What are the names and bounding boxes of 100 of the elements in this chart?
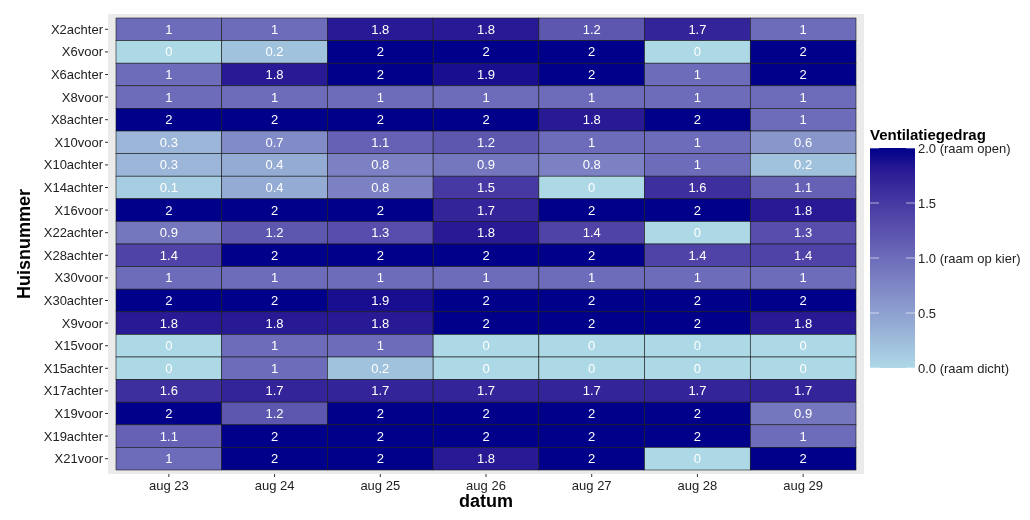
data-label: 0.9 [794, 406, 813, 422]
x-tick-label: aug 25 [360, 478, 401, 493]
data-label: 1 [693, 67, 702, 83]
data-label: 1.8 [476, 225, 496, 241]
data-label: 1.4 [159, 247, 178, 263]
data-label: 0 [588, 180, 596, 196]
data-label: 2 [270, 247, 279, 263]
data-label: 1.8 [476, 451, 496, 467]
data-label: 0 [693, 360, 702, 376]
data-label: 1 [693, 157, 702, 173]
data-label: 1 [482, 270, 490, 286]
data-label: 0.3 [159, 157, 178, 173]
data-label: 2 [588, 67, 596, 83]
x-tick-label: aug 28 [677, 478, 718, 493]
data-label: 2 [693, 428, 702, 444]
data-label: 0.4 [265, 180, 284, 196]
data-label: 2 [799, 44, 807, 60]
y-tick-label: X8achter [50, 112, 104, 128]
data-label: 2 [270, 293, 279, 309]
y-tick-label: X19achter [43, 428, 104, 444]
data-label: 0.2 [371, 360, 390, 376]
color-bar-label: 1.5 [918, 195, 937, 211]
data-label: 1 [693, 89, 702, 105]
data-label: 0.4 [265, 157, 284, 173]
x-tick-label: aug 24 [254, 478, 295, 493]
data-label: 1.7 [476, 383, 496, 399]
data-label: 2 [588, 315, 596, 331]
data-label: 1.4 [794, 247, 813, 263]
data-label: 1 [588, 134, 596, 150]
data-label: 2 [482, 293, 490, 309]
data-label: 0.8 [371, 180, 390, 196]
data-label: 2 [376, 451, 384, 467]
data-label: 2 [270, 428, 279, 444]
data-label: 1.8 [371, 315, 390, 331]
data-label: 1.8 [476, 21, 496, 37]
data-label: 2 [165, 112, 173, 128]
data-label: 2 [588, 451, 596, 467]
data-label: 2 [482, 112, 490, 128]
y-tick-label: X28achter [43, 247, 104, 263]
data-label: 2 [482, 44, 490, 60]
x-tick-label: aug 26 [466, 478, 506, 493]
data-label: 2 [588, 428, 596, 444]
data-label: 1 [799, 89, 807, 105]
data-label: 1.9 [371, 293, 390, 309]
data-label: 0.6 [794, 134, 813, 150]
data-label: 0 [588, 338, 596, 354]
data-label: 1 [270, 21, 279, 37]
y-tick-label: X21voor [54, 451, 104, 467]
data-label: 1.7 [476, 202, 496, 218]
y-tick-label: X6achter [50, 67, 104, 83]
data-label: 0 [693, 44, 702, 60]
data-label: 2 [165, 293, 173, 309]
data-label: 1 [165, 67, 173, 83]
data-label: 2 [376, 67, 384, 83]
data-label: 0 [165, 338, 173, 354]
data-label: 2 [588, 44, 596, 60]
data-label: 2 [588, 406, 596, 422]
data-label: 2 [270, 451, 279, 467]
data-label: 0.2 [794, 157, 813, 173]
data-label: 0 [165, 360, 173, 376]
data-label: 1 [165, 270, 173, 286]
data-label: 1.7 [688, 21, 707, 37]
data-label: 1.8 [794, 202, 813, 218]
y-tick-label: X16voor [54, 202, 104, 218]
data-label: 1.7 [265, 383, 284, 399]
data-label: 1.8 [265, 315, 284, 331]
data-label: 1.7 [582, 383, 601, 399]
data-label: 1.4 [688, 247, 707, 263]
data-label: 1 [799, 21, 807, 37]
data-label: 2 [482, 247, 490, 263]
data-label: 1.7 [688, 383, 707, 399]
data-label: 0 [165, 44, 173, 60]
data-label: 2 [482, 406, 490, 422]
data-label: 1.8 [794, 315, 813, 331]
data-label: 0.1 [159, 180, 178, 196]
y-tick-label: X15voor [54, 338, 104, 354]
data-label: 1 [799, 270, 807, 286]
y-tick-label: X14achter [43, 180, 104, 196]
data-label: 1.2 [265, 406, 284, 422]
y-tick-label: X22achter [43, 225, 104, 241]
data-label: 1.2 [582, 21, 601, 37]
data-label: 2 [270, 202, 279, 218]
y-tick-label: X30achter [43, 293, 104, 309]
data-label: 1 [376, 89, 384, 105]
data-label: 2 [376, 112, 384, 128]
data-label: 1 [799, 428, 807, 444]
data-label: 2 [482, 428, 490, 444]
data-label: 1 [165, 89, 173, 105]
data-label: 1.6 [159, 383, 178, 399]
y-tick-label: X10achter [43, 157, 104, 173]
data-label: 2 [165, 202, 173, 218]
data-label: 1.8 [159, 315, 178, 331]
data-label: 0 [693, 225, 702, 241]
data-label: 2 [270, 112, 279, 128]
data-label: 0.9 [476, 157, 496, 173]
x-tick-label: aug 29 [783, 478, 824, 493]
data-label: 2 [482, 315, 490, 331]
data-label: 0 [693, 451, 702, 467]
x-axis-title: datum [459, 491, 513, 511]
y-tick-label: X15achter [43, 360, 104, 376]
